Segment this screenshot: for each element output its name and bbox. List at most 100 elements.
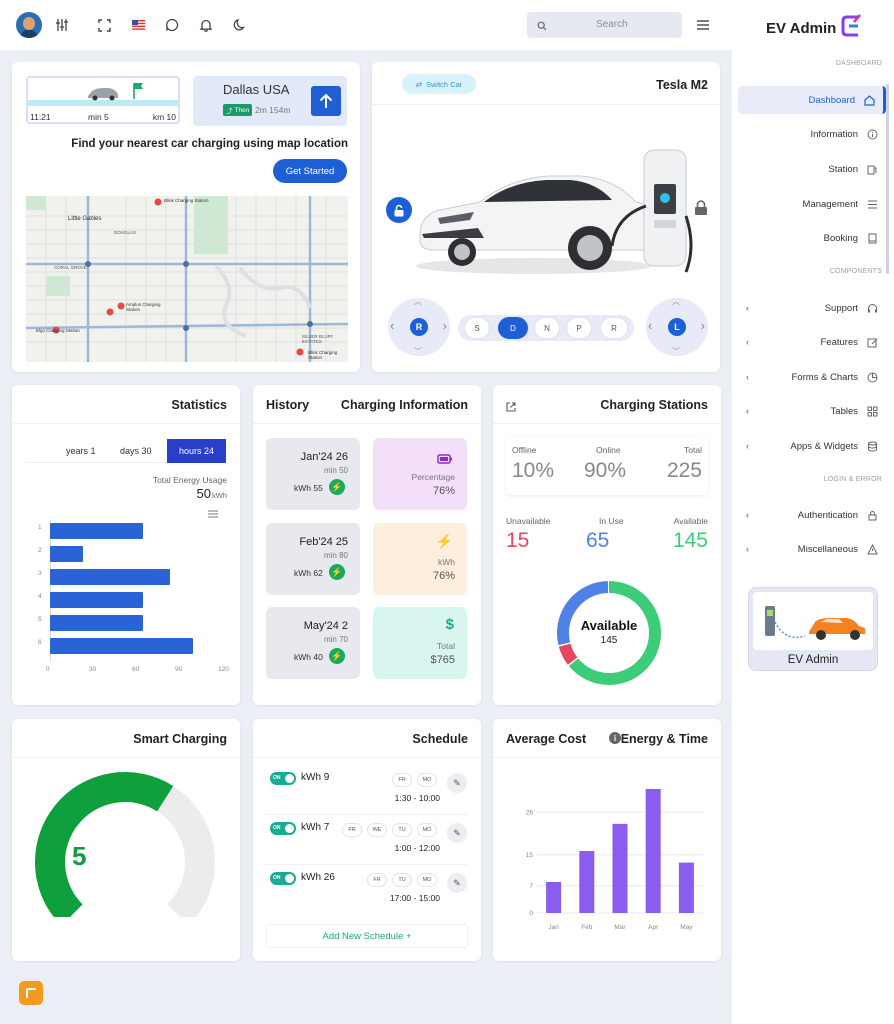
edit-schedule-button[interactable]: ✎ [447, 823, 467, 843]
energy-time-title: Energy & Time [620, 732, 708, 746]
schedule-toggle[interactable]: ON [270, 772, 296, 785]
day-chip[interactable]: WE [367, 823, 387, 837]
history-item[interactable]: Jan'24 26 min 50 kWh 55 ⚡ [266, 438, 360, 510]
history-item[interactable]: May'24 2 min 70 kWh 40 ⚡ [266, 607, 360, 679]
day-chip[interactable]: MO [417, 873, 437, 887]
info-total[interactable]: $ Total $765 [373, 607, 467, 679]
edit-schedule-button[interactable]: ✎ [447, 773, 467, 793]
energy-bar-chart: 1 2 3 4 5 6 0 30 60 90 120 [36, 520, 232, 673]
external-link-icon[interactable] [506, 399, 516, 417]
gear-s[interactable]: S [464, 317, 490, 339]
brand[interactable]: EV Admin [766, 14, 862, 43]
fullscreen-icon[interactable] [93, 14, 115, 36]
avatar[interactable] [16, 12, 42, 38]
edit-schedule-button[interactable]: ✎ [447, 873, 467, 893]
sidebar-item-information[interactable]: Information [738, 120, 886, 148]
usage-value: 50 [196, 486, 211, 501]
y-tick-label: 7 [529, 883, 533, 890]
bar[interactable] [645, 789, 661, 913]
sidebar-item-booking[interactable]: Booking [738, 224, 886, 252]
gauge-value: 5 [72, 841, 87, 871]
schedule-card: Schedule ON kWh 9 FR MO 1:30 - 10:00 ✎ O… [253, 719, 481, 961]
left-knob[interactable]: ︿ ﹀ ‹ › R [388, 297, 450, 356]
bar[interactable] [50, 523, 144, 539]
tab-hours[interactable]: hours 24 [167, 439, 226, 463]
lock-icon [866, 509, 878, 521]
sidebar-item-apps-widgets[interactable]: ‹ Apps & Widgets [738, 432, 886, 460]
x-tick-label: 30 [89, 666, 97, 673]
tab-days[interactable]: days 30 [120, 446, 152, 456]
add-schedule-button[interactable]: Add New Schedule + [266, 924, 468, 948]
day-chip[interactable]: MO [417, 823, 437, 837]
sliders-icon[interactable] [51, 14, 73, 36]
bar[interactable] [612, 823, 628, 913]
day-chip[interactable]: TU [392, 873, 412, 887]
history-item[interactable]: Feb'24 25 min 80 kWh 62 ⚡ [266, 523, 360, 595]
chart-menu-icon[interactable] [208, 505, 218, 523]
schedule-toggle[interactable]: ON [270, 872, 296, 885]
sidebar-scrollbar[interactable] [886, 84, 889, 274]
bar[interactable] [678, 862, 694, 913]
knob-arrow-down-icon: ﹀ [672, 347, 680, 356]
right-knob[interactable]: ︿ ﹀ ‹ › L [646, 297, 708, 356]
gear-n[interactable]: N [534, 317, 560, 339]
settings-fab[interactable] [19, 981, 43, 1005]
bar[interactable] [579, 851, 595, 913]
day-chip[interactable]: MO [417, 773, 437, 787]
route-time: 11:21 [30, 112, 51, 122]
sidebar-item-support[interactable]: ‹ Support [738, 294, 886, 322]
bar[interactable] [50, 569, 171, 585]
chevron-left-icon: ‹ [746, 510, 749, 520]
then-badge: ⤴ Then [223, 104, 253, 116]
switch-car-button[interactable]: ⇄ Switch Car [402, 74, 476, 94]
moon-icon[interactable] [229, 14, 251, 36]
bar[interactable] [50, 615, 144, 631]
bar[interactable] [50, 546, 83, 562]
sidebar-item-tables[interactable]: ‹ Tables [738, 397, 886, 425]
chat-icon[interactable] [161, 14, 183, 36]
sidebar-item-dashboard[interactable]: Dashboard [738, 86, 886, 114]
info-value: 76% [432, 485, 455, 497]
sidebar-item-features[interactable]: ‹ Features [738, 328, 886, 356]
lock-icon[interactable] [694, 200, 708, 221]
sidebar-item-miscellaneous[interactable]: ‹ Miscellaneous [738, 535, 886, 563]
promo-card[interactable]: EV Admin [748, 587, 878, 671]
day-chip[interactable]: FR [342, 823, 362, 837]
headset-icon [866, 302, 878, 314]
search-input[interactable]: Search [527, 12, 682, 38]
schedule-item: ON kWh 9 FR MO 1:30 - 10:00 ✎ [253, 767, 481, 815]
bar[interactable] [50, 592, 144, 608]
destination-city: Dallas USA [223, 82, 290, 97]
info-icon[interactable]: i [609, 732, 621, 744]
tab-years[interactable]: years 1 [66, 446, 96, 456]
schedule-toggle[interactable]: ON [270, 822, 296, 835]
donut-segment-available[interactable] [557, 581, 661, 685]
bar[interactable] [546, 882, 562, 913]
map[interactable]: Little Gables DOUGLAS CORAL GROVE Blink … [26, 196, 348, 362]
pencil-icon: ✎ [453, 877, 461, 888]
arrow-up-button[interactable] [311, 86, 341, 116]
sidebar-item-authentication[interactable]: ‹ Authentication [738, 501, 886, 529]
flag-us-icon[interactable] [127, 14, 149, 36]
unlock-button[interactable] [386, 197, 412, 223]
day-chip[interactable]: FR [367, 873, 387, 887]
gear-p[interactable]: P [566, 317, 592, 339]
bell-icon[interactable] [195, 14, 217, 36]
sidebar-item-station[interactable]: Station [738, 155, 886, 183]
donut-segment-in-use[interactable] [557, 581, 661, 685]
info-percentage[interactable]: Percentage 76% [373, 438, 467, 510]
chevron-left-icon: ‹ [746, 303, 749, 313]
bar[interactable] [50, 638, 194, 654]
day-chip[interactable]: TU [392, 823, 412, 837]
sidebar-item-management[interactable]: Management [738, 190, 886, 218]
gear-r[interactable]: R [600, 317, 628, 339]
sidebar-item-forms-charts[interactable]: ‹ Forms & Charts [738, 363, 886, 391]
sidebar-item-label: Information [810, 128, 858, 140]
day-chip[interactable]: FR [392, 773, 412, 787]
get-started-button[interactable]: Get Started [273, 159, 347, 183]
battery-icon [437, 451, 453, 469]
gear-d[interactable]: D [498, 317, 528, 339]
y-tick-label: 5 [38, 616, 42, 623]
menu-icon[interactable] [692, 14, 714, 36]
info-kwh[interactable]: ⚡ kWh 76% [373, 523, 467, 595]
